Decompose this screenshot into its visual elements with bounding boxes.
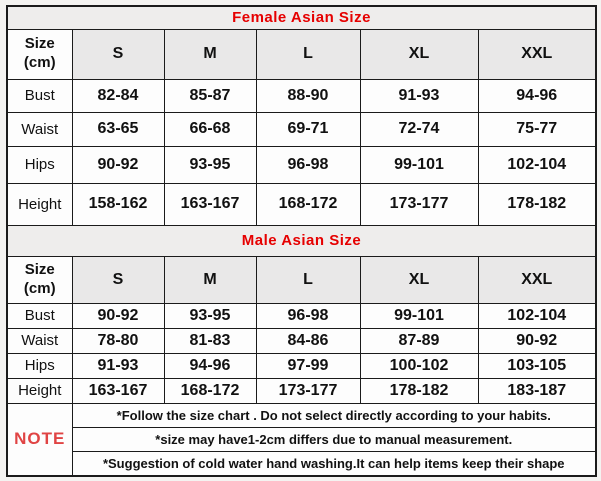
cell-value: 94-96 <box>477 78 597 113</box>
female-col-m: M <box>163 28 257 80</box>
male-waist-row: Waist 78-80 81-83 84-86 87-89 90-92 <box>6 327 597 354</box>
cell-value: 178-182 <box>477 182 597 226</box>
cell-value: 72-74 <box>359 111 479 147</box>
cell-value: 75-77 <box>477 111 597 147</box>
cell-value: 168-172 <box>163 377 257 404</box>
male-hips-row: Hips 91-93 94-96 97-99 100-102 103-105 <box>6 352 597 379</box>
male-col-l: L <box>255 255 361 304</box>
row-label: Waist <box>6 111 73 147</box>
cm-label: (cm) <box>23 54 56 71</box>
cell-value: 63-65 <box>71 111 165 147</box>
female-size-cm-header: Size (cm) <box>6 28 73 80</box>
cm-label: (cm) <box>23 279 56 297</box>
cell-value: 183-187 <box>477 377 597 404</box>
female-col-xl: XL <box>359 28 479 80</box>
male-title-row: Male Asian Size <box>6 224 597 257</box>
male-col-xxl: XXL <box>477 255 597 304</box>
cell-value: 91-93 <box>71 352 165 379</box>
size-chart-table: Female Asian Size Size (cm) S M L XL XXL… <box>6 5 597 477</box>
cell-value: 93-95 <box>163 145 257 184</box>
cell-value: 85-87 <box>163 78 257 113</box>
cell-value: 102-104 <box>477 302 597 329</box>
note-line: *Follow the size chart . Do not select d… <box>71 402 597 428</box>
note-row-3: *Suggestion of cold water hand washing.I… <box>7 450 597 477</box>
male-height-row: Height 163-167 168-172 173-177 178-182 1… <box>6 377 597 404</box>
row-label: Height <box>6 377 73 404</box>
cell-value: 163-167 <box>163 182 257 226</box>
row-label: Height <box>6 182 73 226</box>
row-label: Hips <box>6 352 73 379</box>
cell-value: 82-84 <box>71 78 165 113</box>
cell-value: 96-98 <box>255 145 361 184</box>
male-col-s: S <box>71 255 165 304</box>
note-label: NOTE <box>6 402 73 477</box>
cell-value: 173-177 <box>359 182 479 226</box>
cell-value: 102-104 <box>477 145 597 184</box>
female-height-row: Height 158-162 163-167 168-172 173-177 1… <box>6 182 597 226</box>
cell-value: 96-98 <box>255 302 361 329</box>
female-table-title: Female Asian Size <box>6 5 597 30</box>
cell-value: 173-177 <box>255 377 361 404</box>
cell-value: 178-182 <box>359 377 479 404</box>
cell-value: 103-105 <box>477 352 597 379</box>
cell-value: 66-68 <box>163 111 257 147</box>
male-bust-row: Bust 90-92 93-95 96-98 99-101 102-104 <box>6 302 597 329</box>
size-label: Size <box>24 35 55 53</box>
row-label: Bust <box>6 78 73 113</box>
male-col-m: M <box>163 255 257 304</box>
cell-value: 97-99 <box>255 352 361 379</box>
cell-value: 99-101 <box>359 145 479 184</box>
note-line: *size may have1-2cm differs due to manua… <box>71 426 597 452</box>
male-header-row: Size (cm) S M L XL XXL <box>6 255 597 304</box>
cell-value: 93-95 <box>163 302 257 329</box>
female-col-s: S <box>71 28 165 80</box>
male-col-xl: XL <box>359 255 479 304</box>
female-header-row: Size (cm) S M L XL XXL <box>6 28 597 80</box>
cell-value: 88-90 <box>255 78 361 113</box>
male-size-cm-header: Size (cm) <box>6 255 73 304</box>
female-col-l: L <box>255 28 361 80</box>
female-col-xxl: XXL <box>477 28 597 80</box>
cell-value: 163-167 <box>71 377 165 404</box>
cell-value: 81-83 <box>163 327 257 354</box>
cell-value: 168-172 <box>255 182 361 226</box>
cell-value: 84-86 <box>255 327 361 354</box>
cell-value: 90-92 <box>71 145 165 184</box>
male-table-title: Male Asian Size <box>6 224 597 257</box>
row-label: Bust <box>6 302 73 329</box>
cell-value: 90-92 <box>477 327 597 354</box>
row-label: Waist <box>6 327 73 354</box>
cell-value: 87-89 <box>359 327 479 354</box>
cell-value: 100-102 <box>359 352 479 379</box>
cell-value: 78-80 <box>71 327 165 354</box>
cell-value: 94-96 <box>163 352 257 379</box>
cell-value: 91-93 <box>359 78 479 113</box>
cell-value: 158-162 <box>71 182 165 226</box>
cell-value: 99-101 <box>359 302 479 329</box>
female-waist-row: Waist 63-65 66-68 69-71 72-74 75-77 <box>6 111 597 147</box>
female-bust-row: Bust 82-84 85-87 88-90 91-93 94-96 <box>6 78 597 113</box>
note-row-1: NOTE *Follow the size chart . Do not sel… <box>6 402 597 477</box>
row-label: Hips <box>6 145 73 184</box>
note-line: *Suggestion of cold water hand washing.I… <box>71 450 597 477</box>
size-label: Size <box>24 260 55 278</box>
cell-value: 69-71 <box>255 111 361 147</box>
cell-value: 90-92 <box>71 302 165 329</box>
note-row-2: *size may have1-2cm differs due to manua… <box>7 426 597 452</box>
female-hips-row: Hips 90-92 93-95 96-98 99-101 102-104 <box>6 145 597 184</box>
female-title-row: Female Asian Size <box>6 5 597 30</box>
